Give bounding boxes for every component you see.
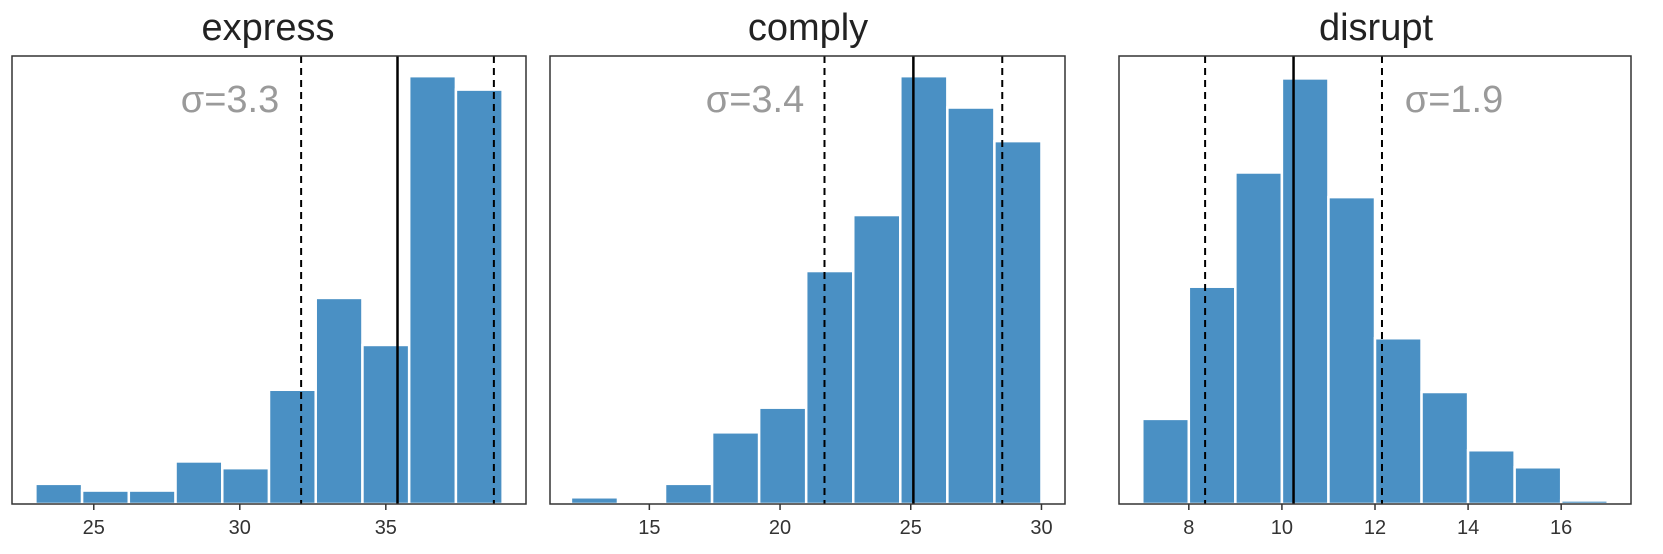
histogram-bar	[1466, 448, 1516, 506]
histogram-bar	[174, 460, 224, 506]
sigma-label-disrupt: σ=1.9	[1405, 79, 1503, 121]
sigma-label-express: σ=3.3	[181, 79, 279, 121]
histogram-bar	[267, 388, 317, 506]
x-tick-label: 8	[1183, 517, 1194, 539]
bars-express	[34, 74, 504, 506]
x-tick-label: 25	[900, 517, 922, 539]
reference-lines-disrupt	[1204, 56, 1383, 504]
histogram-bar	[361, 343, 411, 506]
histogram-bar	[899, 74, 949, 506]
histogram-bar	[1420, 390, 1470, 506]
x-tick-label: 15	[638, 517, 660, 539]
histogram-bar	[34, 482, 84, 506]
x-tick-label: 30	[229, 517, 251, 539]
histogram-bar	[569, 496, 620, 506]
plot-frame-comply	[549, 55, 1066, 505]
histogram-bar	[454, 88, 504, 506]
histogram-bar	[710, 431, 761, 506]
histogram-bar	[1327, 195, 1377, 506]
histogram-bar	[1513, 466, 1563, 506]
histogram-bar	[1141, 417, 1191, 506]
histogram-bar	[663, 482, 714, 506]
plot-frame-express	[11, 55, 527, 505]
histogram-bar	[851, 213, 902, 506]
x-tick-label: 20	[769, 517, 791, 539]
reference-lines-comply	[823, 56, 1004, 504]
histogram-bar	[757, 406, 808, 506]
sigma-label-comply: σ=3.4	[706, 79, 804, 121]
panel-title-comply: comply	[748, 7, 868, 49]
histogram-bar	[314, 296, 364, 506]
histogram-bar	[946, 106, 996, 506]
histogram-bar	[80, 489, 131, 506]
x-tick-label: 35	[375, 517, 397, 539]
panel-title-disrupt: disrupt	[1319, 7, 1433, 49]
histogram-bar	[804, 269, 855, 506]
x-ticks-comply: 15 20 25 30	[638, 504, 1053, 539]
panel-title-express: express	[201, 7, 334, 49]
histogram-bar	[221, 466, 271, 506]
histogram-bar	[127, 489, 177, 506]
panel-comply: comply σ=3.4 15 20 25 30	[549, 7, 1066, 539]
x-tick-label: 14	[1457, 517, 1479, 539]
bars-comply	[569, 74, 1043, 506]
x-ticks-express: 25 30 35	[83, 504, 397, 539]
histogram-bar	[1280, 77, 1330, 506]
histogram-bar	[407, 74, 458, 506]
x-tick-label: 30	[1030, 517, 1052, 539]
panel-disrupt: disrupt σ=1.9 8 10 12 14 16	[1118, 7, 1632, 539]
reference-lines-express	[300, 56, 495, 504]
x-tick-label: 25	[83, 517, 105, 539]
bars-disrupt	[1141, 77, 1609, 506]
x-tick-label: 16	[1550, 517, 1572, 539]
histogram-bar	[1234, 171, 1284, 506]
x-tick-label: 12	[1364, 517, 1386, 539]
histogram-bar	[1187, 285, 1237, 506]
x-ticks-disrupt: 8 10 12 14 16	[1183, 504, 1572, 539]
panel-express: express σ=3.3 25 30 35	[11, 7, 527, 539]
x-tick-label: 10	[1271, 517, 1293, 539]
